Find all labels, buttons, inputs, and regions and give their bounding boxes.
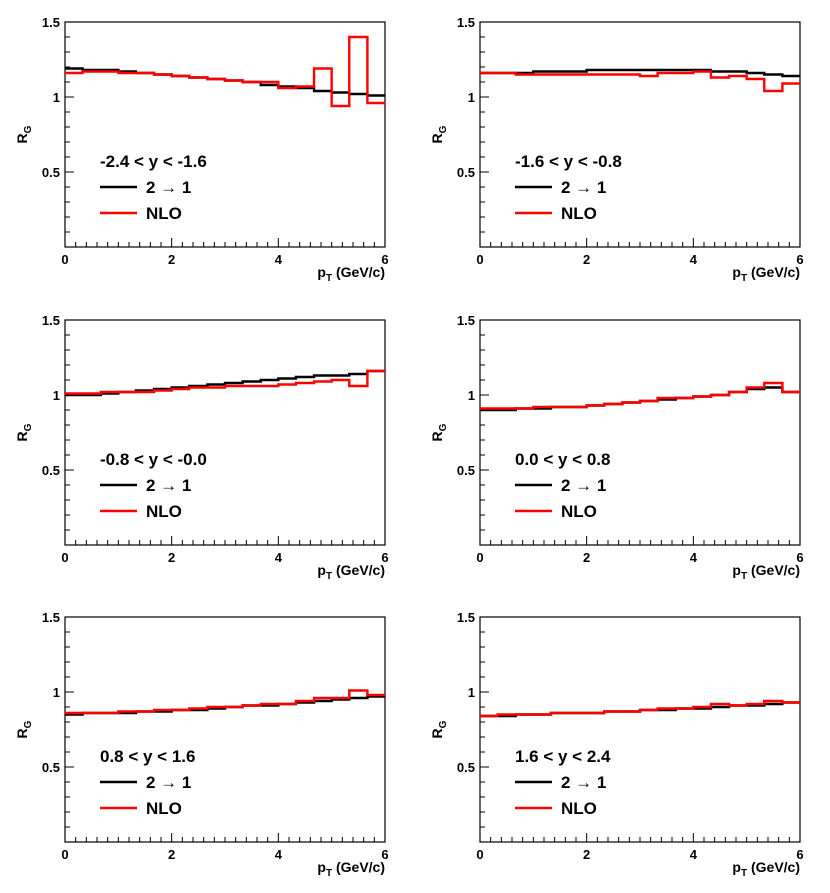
panel-4: 0 2 4 6 0.5 1 1.5 pT (GeV/c) RG 0.0 < y < 0.8 2 → … (429, 313, 804, 582)
y-axis-title: RG (14, 720, 34, 738)
panel-2: 0 2 4 6 0.5 1 1.5 pT (GeV/c) RG -1.6 < y < -0.8 2 … (429, 15, 804, 284)
y-tick-label: 1.5 (42, 313, 60, 328)
rapidity-range-label: 0.8 < y < 1.6 (100, 747, 195, 766)
y-axis-title: RG (14, 423, 34, 441)
y-tick-label: 0.5 (457, 760, 475, 775)
y-tick-label: 0.5 (42, 463, 60, 478)
x-tick-label: 0 (476, 847, 483, 862)
series-nlo-line (480, 699, 800, 718)
x-tick-label: 2 (583, 550, 590, 565)
y-axis-title: RG (429, 720, 449, 738)
legend-label-two-to-one: 2 → 1 (561, 476, 606, 495)
rapidity-range-label: 1.6 < y < 2.4 (515, 747, 611, 766)
legend-label-nlo: NLO (146, 799, 182, 818)
y-tick-label: 1 (53, 90, 60, 105)
x-tick-label: 0 (476, 550, 483, 565)
y-tick-label: 1.5 (42, 610, 60, 625)
x-tick-label: 4 (690, 550, 698, 565)
panel-6: 0 2 4 6 0.5 1 1.5 pT (GeV/c) RG 1.6 < y < 2.4 2 → … (429, 610, 804, 879)
y-tick-label: 1 (53, 685, 60, 700)
x-axis-title: pT (GeV/c) (732, 859, 800, 879)
x-tick-label: 0 (476, 252, 483, 267)
x-tick-label: 4 (275, 252, 283, 267)
x-tick-label: 6 (381, 550, 388, 565)
x-tick-label: 6 (381, 252, 388, 267)
x-tick-label: 2 (583, 252, 590, 267)
series-nlo-line (480, 381, 800, 410)
x-tick-label: 2 (168, 252, 175, 267)
x-tick-label: 4 (275, 847, 283, 862)
y-tick-label: 1 (53, 388, 60, 403)
legend-label-two-to-one: 2 → 1 (146, 773, 191, 792)
x-tick-label: 4 (690, 252, 698, 267)
x-tick-label: 0 (61, 550, 68, 565)
x-axis-title: pT (GeV/c) (732, 562, 800, 582)
legend-label-nlo: NLO (561, 799, 597, 818)
rapidity-range-label: -0.8 < y < -0.0 (100, 450, 207, 469)
y-axis-title: RG (14, 125, 34, 143)
x-tick-label: 0 (61, 847, 68, 862)
series-two-to-one-line (480, 68, 800, 78)
y-tick-label: 1 (468, 388, 475, 403)
x-tick-label: 6 (796, 847, 803, 862)
y-tick-label: 0.5 (457, 463, 475, 478)
x-axis-title: pT (GeV/c) (317, 562, 385, 582)
series-two-to-one-line (480, 386, 800, 412)
x-tick-label: 2 (168, 847, 175, 862)
series-nlo-line (65, 689, 385, 715)
x-tick-label: 6 (796, 550, 803, 565)
rapidity-range-label: -2.4 < y < -1.6 (100, 152, 207, 171)
y-tick-label: 0.5 (42, 165, 60, 180)
y-axis-title: RG (429, 423, 449, 441)
x-tick-label: 4 (275, 550, 283, 565)
y-tick-label: 0.5 (457, 165, 475, 180)
x-tick-label: 6 (796, 252, 803, 267)
rapidity-range-label: -1.6 < y < -0.8 (515, 152, 622, 171)
x-tick-label: 2 (583, 847, 590, 862)
series-nlo-line (65, 35, 385, 108)
panel-3: 0 2 4 6 0.5 1 1.5 pT (GeV/c) RG -0.8 < y < -0.0 2 … (14, 313, 389, 582)
x-axis-title: pT (GeV/c) (732, 264, 800, 284)
x-tick-label: 2 (168, 550, 175, 565)
legend-label-nlo: NLO (146, 502, 182, 521)
legend-label-two-to-one: 2 → 1 (561, 178, 606, 197)
y-axis-title: RG (429, 125, 449, 143)
series-nlo-line (480, 70, 800, 93)
y-tick-label: 1.5 (42, 15, 60, 30)
panel-5: 0 2 4 6 0.5 1 1.5 pT (GeV/c) RG 0.8 < y < 1.6 2 → … (14, 610, 389, 879)
y-tick-label: 1.5 (457, 15, 475, 30)
x-tick-label: 0 (61, 252, 68, 267)
x-tick-label: 4 (690, 847, 698, 862)
legend-label-two-to-one: 2 → 1 (146, 476, 191, 495)
x-tick-label: 6 (381, 847, 388, 862)
y-tick-label: 1 (468, 90, 475, 105)
rapidity-range-label: 0.0 < y < 0.8 (515, 450, 610, 469)
legend-label-two-to-one: 2 → 1 (146, 178, 191, 197)
legend-label-nlo: NLO (561, 502, 597, 521)
y-tick-label: 1 (468, 685, 475, 700)
panel-1: 0 2 4 6 0.5 1 1.5 pT (GeV/c) RG -2.4 < y < -1.6 2 … (14, 15, 389, 284)
x-axis-title: pT (GeV/c) (317, 859, 385, 879)
y-tick-label: 1.5 (457, 610, 475, 625)
y-tick-label: 1.5 (457, 313, 475, 328)
x-axis-title: pT (GeV/c) (317, 264, 385, 284)
legend-label-nlo: NLO (146, 204, 182, 223)
y-tick-label: 0.5 (42, 760, 60, 775)
legend-label-two-to-one: 2 → 1 (561, 773, 606, 792)
legend-label-nlo: NLO (561, 204, 597, 223)
series-nlo-line (65, 369, 385, 395)
